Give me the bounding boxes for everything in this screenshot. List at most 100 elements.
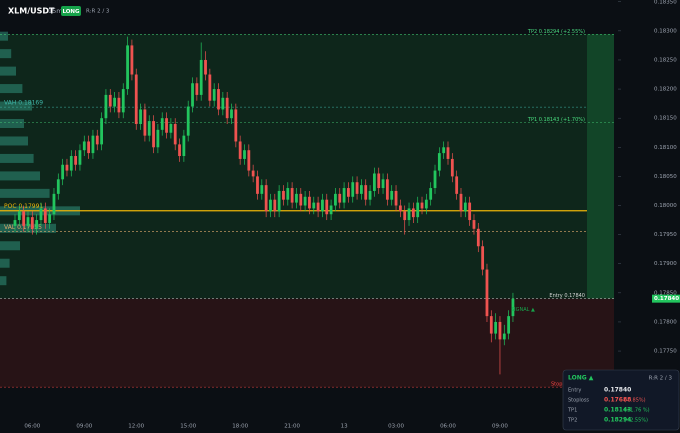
candle-body	[355, 182, 359, 194]
trade-level-label: TP1 0.18143 (+1.70%)	[527, 117, 585, 123]
x-tick-label: 12:00	[128, 424, 144, 430]
candle-body	[442, 147, 446, 154]
candle-body	[126, 45, 129, 90]
candle-body	[290, 188, 294, 203]
rows: Entry 0.17840 Stoploss 0.17688(-0.85%) TP1 0.…	[567, 387, 650, 424]
candle-body	[416, 202, 420, 218]
candle-body	[303, 196, 307, 206]
axis: 0.18350 0.18300 0.18250 0.18200 0.18150 0.181…	[24, 0, 680, 430]
x-tick-label: 21:00	[284, 424, 300, 430]
profile-bar	[0, 101, 32, 111]
box-title: LONG ▲	[568, 375, 594, 382]
candle-body	[282, 190, 285, 200]
candle-body	[100, 118, 103, 145]
candle-body	[208, 74, 212, 101]
candle-body	[299, 193, 303, 206]
profile-bar	[0, 258, 10, 268]
candle-body	[234, 109, 238, 142]
profit-zone-edge	[587, 34, 614, 299]
candle-body	[178, 144, 181, 157]
profile-bar	[0, 241, 20, 251]
row-label: Stoploss	[568, 398, 589, 404]
candle-body	[95, 135, 99, 145]
candle-body	[364, 185, 368, 200]
candle-body	[152, 121, 155, 148]
profit-zone	[0, 34, 614, 299]
candle-body	[121, 89, 125, 113]
candle-body	[173, 124, 177, 145]
row-change: (-0.85%)	[624, 398, 646, 404]
side: LONG	[62, 9, 80, 15]
candle-body	[65, 164, 69, 171]
candle-body	[130, 45, 134, 75]
candle-body	[420, 202, 424, 209]
candle-body	[186, 106, 190, 136]
side-pill	[61, 6, 81, 16]
profile-bar	[0, 171, 40, 181]
candle-body	[498, 321, 502, 340]
candle-body	[511, 298, 515, 317]
candle-body	[243, 150, 246, 159]
x-tick-label: 15:00	[180, 424, 196, 430]
candle-body	[39, 208, 43, 221]
candle-body	[403, 211, 407, 221]
row-label: TP2	[567, 418, 577, 424]
candle-body	[489, 316, 493, 334]
candle-body	[182, 135, 186, 157]
y-tick-label: 0.18150	[654, 116, 677, 122]
signal-box: LONG ▲ R:R 2 / 3 Entry 0.17840 Stoploss 0.1…	[562, 369, 680, 431]
candle-body	[450, 158, 454, 177]
candle-body	[377, 173, 381, 189]
profile-bar	[0, 276, 7, 286]
x-tick-label: 18:00	[232, 424, 248, 430]
candle-body	[117, 97, 121, 113]
trade-level-label: Stop	[551, 382, 562, 388]
candle-body	[455, 176, 459, 194]
candle-body	[347, 188, 350, 197]
candle-body	[316, 202, 320, 212]
candle-body	[104, 94, 108, 119]
candle-body	[221, 97, 225, 110]
box-rr: R:R 2 / 3	[649, 376, 673, 382]
candle-body	[494, 321, 498, 334]
profile-bar	[0, 66, 16, 76]
candle-body	[169, 124, 173, 133]
y-tick-label: 0.17750	[654, 349, 677, 355]
candle-body	[43, 208, 47, 223]
candle-body	[260, 185, 264, 194]
y-tick-label: 0.18300	[654, 28, 677, 34]
candle-body	[247, 150, 251, 171]
candle-body	[472, 220, 476, 229]
candle-body	[256, 176, 259, 194]
candle-body	[230, 109, 233, 119]
candle-body	[476, 228, 480, 247]
interval: 15m	[48, 7, 63, 15]
row-value: 0.17840	[604, 387, 631, 394]
candle-body	[108, 94, 112, 107]
candle-body	[56, 179, 60, 194]
candle-body	[485, 269, 489, 317]
candle-body	[165, 118, 168, 133]
candle-body	[325, 199, 329, 215]
candle-body	[204, 59, 207, 75]
candle-body	[143, 109, 147, 136]
candle-body	[217, 89, 220, 110]
candle-body	[360, 185, 363, 194]
box	[562, 369, 680, 431]
trade-level-label: TP2 0.18294 (+2.55%)	[527, 29, 585, 35]
candle-body	[273, 199, 277, 212]
row-change: (+1.76 %)	[624, 408, 650, 414]
candle-body	[342, 188, 346, 203]
y-tick-label: 0.17850	[654, 290, 677, 296]
trade-level-label: Entry 0.17840	[549, 293, 585, 299]
header: XLM/USDT 15m LONG R:R 2 / 3	[8, 6, 110, 16]
profile-bar	[0, 84, 23, 94]
profile-bar	[0, 136, 28, 146]
candle-body	[394, 190, 398, 206]
row-value: 0.18143	[604, 407, 631, 414]
y-tick-label: 0.18350	[654, 0, 677, 5]
candle-body	[269, 199, 272, 212]
candle-body	[238, 141, 242, 159]
